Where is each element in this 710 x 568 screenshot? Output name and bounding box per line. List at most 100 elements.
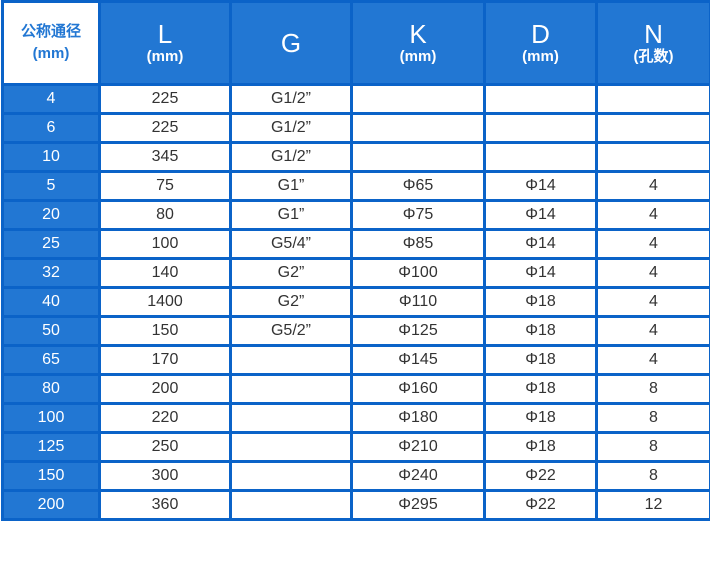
table-cell: 200 bbox=[98, 373, 232, 405]
table-cell: 8 bbox=[595, 460, 710, 492]
table-cell: Φ14 bbox=[483, 257, 598, 289]
table-cell: 360 bbox=[98, 489, 232, 521]
table-cell: G1/2” bbox=[229, 112, 353, 144]
table-cell: 10 bbox=[1, 141, 101, 173]
header-unit: (mm) bbox=[146, 48, 184, 65]
header-title: G bbox=[280, 28, 302, 58]
header-unit: (mm) bbox=[399, 48, 437, 65]
table-cell: 65 bbox=[1, 344, 101, 376]
table-cell: Φ295 bbox=[350, 489, 486, 521]
table-cell: 80 bbox=[1, 373, 101, 405]
table-row: 6 225 G1/2” bbox=[1, 112, 710, 144]
header-l: L (mm) bbox=[98, 0, 232, 86]
table-cell: Φ18 bbox=[483, 431, 598, 463]
table-cell: 32 bbox=[1, 257, 101, 289]
table-cell bbox=[595, 141, 710, 173]
table-cell: 4 bbox=[595, 199, 710, 231]
header-nominal-diameter: 公称通径 (mm) bbox=[1, 0, 101, 86]
table-row: 4 225 G1/2” bbox=[1, 83, 710, 115]
table-cell: G2” bbox=[229, 286, 353, 318]
table-row: 32 140 G2” Φ100 Φ14 4 bbox=[1, 257, 710, 289]
table-cell: 4 bbox=[595, 344, 710, 376]
table-cell: 150 bbox=[98, 315, 232, 347]
table-row: 150 300 Φ240 Φ22 8 bbox=[1, 460, 710, 492]
header-title: N bbox=[644, 19, 663, 49]
table-cell: 150 bbox=[1, 460, 101, 492]
table-cell: Φ160 bbox=[350, 373, 486, 405]
table-cell: 8 bbox=[595, 431, 710, 463]
table-row: 20 80 G1” Φ75 Φ14 4 bbox=[1, 199, 710, 231]
table-cell bbox=[229, 489, 353, 521]
table-cell: Φ110 bbox=[350, 286, 486, 318]
table-cell: 8 bbox=[595, 373, 710, 405]
table-cell: 4 bbox=[1, 83, 101, 115]
table-cell: G2” bbox=[229, 257, 353, 289]
table-cell: 4 bbox=[595, 286, 710, 318]
header-unit: (mm) bbox=[32, 45, 70, 62]
header-title: L bbox=[157, 19, 173, 49]
table-cell: G1/2” bbox=[229, 141, 353, 173]
table-cell: Φ18 bbox=[483, 286, 598, 318]
table-cell: 225 bbox=[98, 112, 232, 144]
table-cell: 140 bbox=[98, 257, 232, 289]
table-cell bbox=[483, 112, 598, 144]
table-cell: 250 bbox=[98, 431, 232, 463]
table-cell: 4 bbox=[595, 257, 710, 289]
table-cell bbox=[483, 141, 598, 173]
table-cell: 75 bbox=[98, 170, 232, 202]
table-cell: Φ18 bbox=[483, 402, 598, 434]
table-cell: G5/2” bbox=[229, 315, 353, 347]
table-cell: 4 bbox=[595, 228, 710, 260]
table-cell bbox=[350, 112, 486, 144]
table-cell: 12 bbox=[595, 489, 710, 521]
table-cell: Φ240 bbox=[350, 460, 486, 492]
table-cell: 125 bbox=[1, 431, 101, 463]
header-title: 公称通径 bbox=[20, 23, 81, 40]
header-row: 公称通径 (mm) L (mm) G K (mm) D (mm) N (孔数) bbox=[1, 0, 710, 86]
header-k: K (mm) bbox=[350, 0, 486, 86]
table-cell: Φ85 bbox=[350, 228, 486, 260]
table-cell bbox=[350, 141, 486, 173]
header-title: K bbox=[409, 19, 427, 49]
table-cell: Φ18 bbox=[483, 315, 598, 347]
header-title: D bbox=[531, 19, 550, 49]
table-cell: 300 bbox=[98, 460, 232, 492]
table-cell bbox=[229, 344, 353, 376]
table-cell: 50 bbox=[1, 315, 101, 347]
table-row: 125 250 Φ210 Φ18 8 bbox=[1, 431, 710, 463]
table-row: 10 345 G1/2” bbox=[1, 141, 710, 173]
table-cell bbox=[229, 431, 353, 463]
table-cell: Φ65 bbox=[350, 170, 486, 202]
table-row: 80 200 Φ160 Φ18 8 bbox=[1, 373, 710, 405]
table-cell: 6 bbox=[1, 112, 101, 144]
table-row: 100 220 Φ180 Φ18 8 bbox=[1, 402, 710, 434]
table-cell: 40 bbox=[1, 286, 101, 318]
table-cell: Φ125 bbox=[350, 315, 486, 347]
table-cell: G1” bbox=[229, 170, 353, 202]
table-cell bbox=[229, 460, 353, 492]
table-cell: Φ18 bbox=[483, 373, 598, 405]
table-cell: G1/2” bbox=[229, 83, 353, 115]
table-cell: 170 bbox=[98, 344, 232, 376]
table-cell: 1400 bbox=[98, 286, 232, 318]
table-cell: Φ18 bbox=[483, 344, 598, 376]
table-cell: Φ145 bbox=[350, 344, 486, 376]
header-unit: (mm) bbox=[522, 48, 559, 65]
header-n: N (孔数) bbox=[595, 0, 710, 86]
table-row: 65 170 Φ145 Φ18 4 bbox=[1, 344, 710, 376]
header-g: G bbox=[229, 0, 353, 86]
table-cell bbox=[595, 112, 710, 144]
table-cell: 4 bbox=[595, 315, 710, 347]
table-cell bbox=[483, 83, 598, 115]
table-cell bbox=[350, 83, 486, 115]
table-row: 200 360 Φ295 Φ22 12 bbox=[1, 489, 710, 521]
table-cell: 80 bbox=[98, 199, 232, 231]
table-cell: Φ14 bbox=[483, 170, 598, 202]
table-cell: 225 bbox=[98, 83, 232, 115]
spec-table: 公称通径 (mm) L (mm) G K (mm) D (mm) N (孔数) 4 225 G… bbox=[1, 0, 710, 521]
table-cell: Φ22 bbox=[483, 460, 598, 492]
table-row: 40 1400 G2” Φ110 Φ18 4 bbox=[1, 286, 710, 318]
table-cell bbox=[229, 402, 353, 434]
table-cell: Φ100 bbox=[350, 257, 486, 289]
table-cell: G1” bbox=[229, 199, 353, 231]
